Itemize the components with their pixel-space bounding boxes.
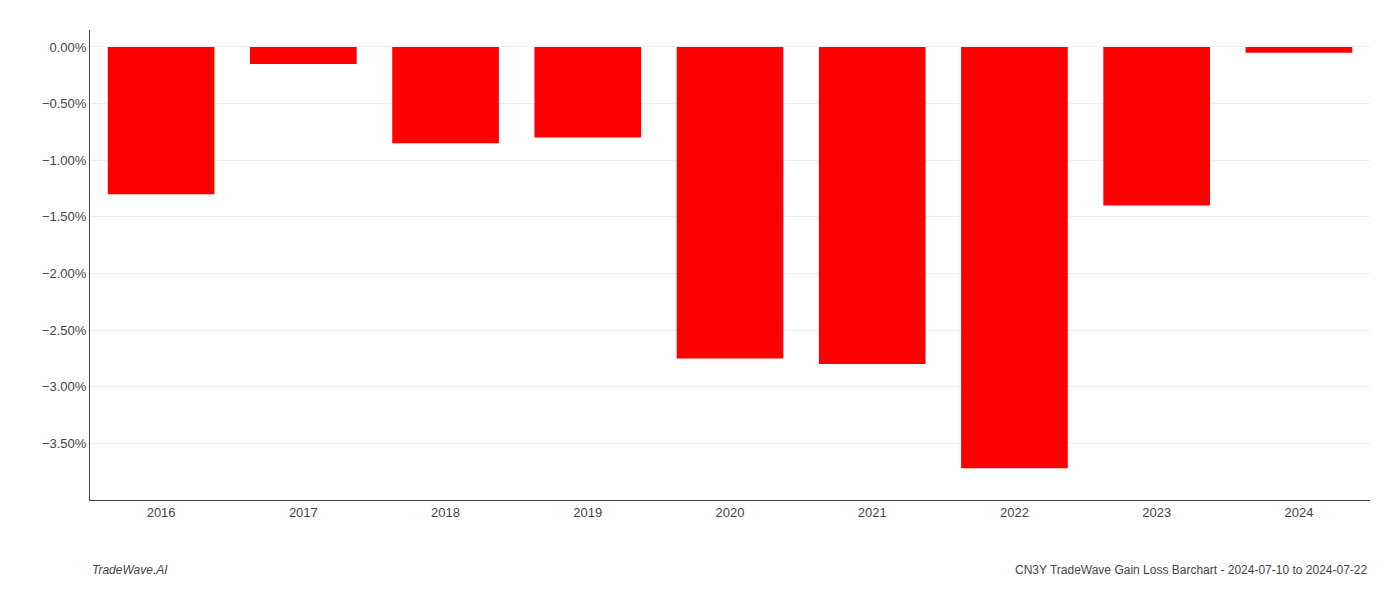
svg-text:2021: 2021 <box>858 505 887 520</box>
svg-text:TradeWave.AI: TradeWave.AI <box>92 563 168 577</box>
svg-text:0.00%: 0.00% <box>50 40 87 55</box>
svg-text:CN3Y TradeWave Gain Loss Barch: CN3Y TradeWave Gain Loss Barchart - 2024… <box>1015 563 1368 577</box>
svg-text:−3.50%: −3.50% <box>42 436 87 451</box>
svg-text:−2.00%: −2.00% <box>42 266 87 281</box>
svg-text:2023: 2023 <box>1142 505 1171 520</box>
svg-text:2017: 2017 <box>289 505 318 520</box>
svg-text:−0.50%: −0.50% <box>42 96 87 111</box>
svg-text:−1.50%: −1.50% <box>42 209 87 224</box>
svg-text:2024: 2024 <box>1284 505 1313 520</box>
svg-text:−3.00%: −3.00% <box>42 379 87 394</box>
svg-text:2016: 2016 <box>147 505 176 520</box>
svg-text:2022: 2022 <box>1000 505 1029 520</box>
svg-text:2019: 2019 <box>573 505 602 520</box>
svg-text:−1.00%: −1.00% <box>42 153 87 168</box>
svg-text:−2.50%: −2.50% <box>42 323 87 338</box>
svg-text:2020: 2020 <box>716 505 745 520</box>
svg-text:2018: 2018 <box>431 505 460 520</box>
